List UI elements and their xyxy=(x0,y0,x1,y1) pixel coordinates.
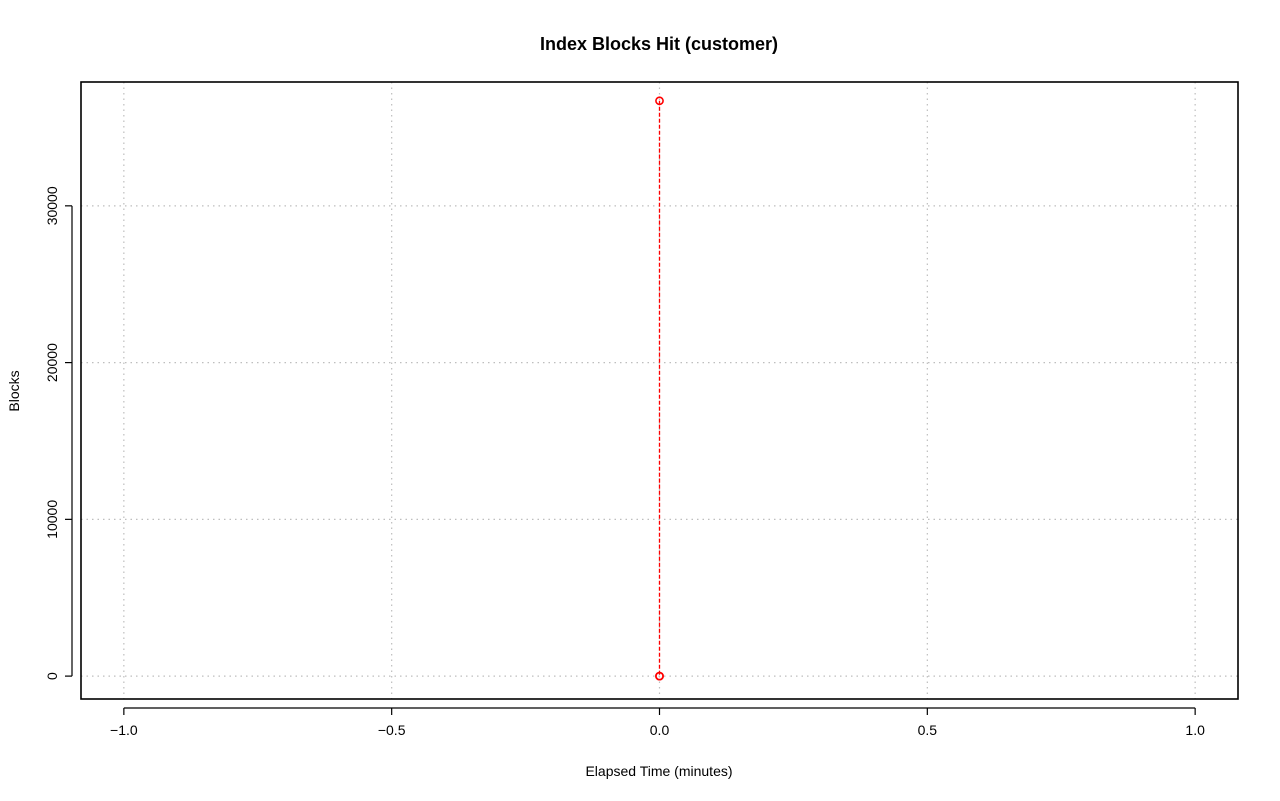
y-tick-label: 0 xyxy=(44,672,60,680)
data-point xyxy=(655,96,664,106)
y-tick-label: 30000 xyxy=(44,186,60,225)
data-point xyxy=(655,671,664,681)
x-tick-label: −1.0 xyxy=(110,722,138,738)
x-tick-label: 1.0 xyxy=(1185,722,1205,738)
x-tick-label: 0.5 xyxy=(918,722,938,738)
series-layer xyxy=(655,96,664,681)
x-axis-label: Elapsed Time (minutes) xyxy=(585,763,732,779)
chart-title: Index Blocks Hit (customer) xyxy=(540,34,778,54)
y-tick-label: 20000 xyxy=(44,343,60,382)
x-tick-label: 0.0 xyxy=(650,722,670,738)
y-tick-label: 10000 xyxy=(44,500,60,539)
x-tick-label: −0.5 xyxy=(378,722,406,738)
plot-frame xyxy=(80,81,1239,700)
x-axis: −1.0 −0.5 0.0 0.5 1.0 xyxy=(110,707,1205,738)
y-axis-label: Blocks xyxy=(6,370,22,411)
y-axis: 0 10000 20000 30000 xyxy=(44,186,73,680)
